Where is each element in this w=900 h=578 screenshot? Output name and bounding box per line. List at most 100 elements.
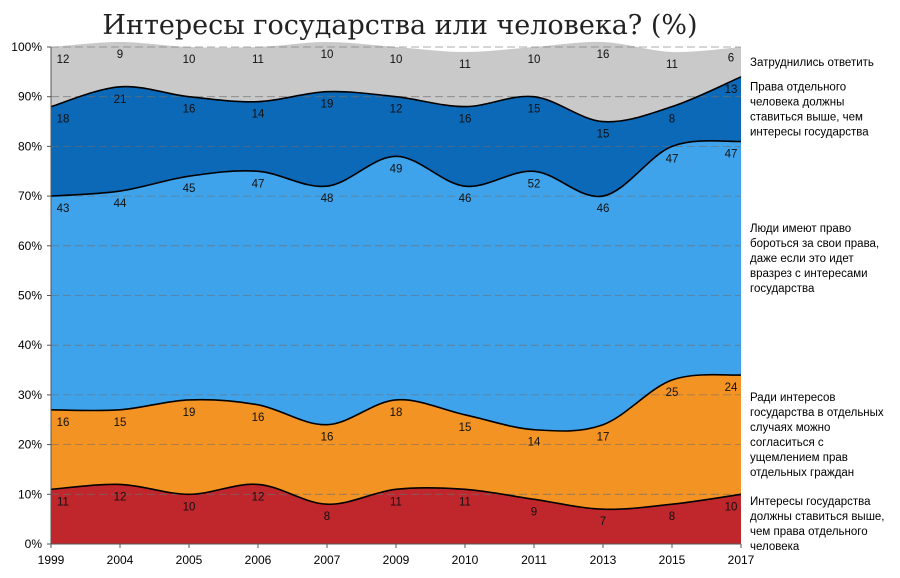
data-label: 10	[321, 49, 334, 61]
y-tick-label: 10%	[18, 487, 42, 501]
y-tick-label: 50%	[18, 289, 42, 303]
x-tick-label: 1999	[38, 553, 65, 567]
data-label: 8	[324, 511, 330, 523]
legend-line: человека	[750, 541, 800, 553]
x-tick-label: 2017	[728, 553, 755, 567]
y-tick-label: 60%	[18, 239, 42, 253]
data-label: 10	[183, 54, 196, 66]
y-tick-label: 40%	[18, 338, 42, 352]
y-tick-label: 90%	[18, 90, 42, 104]
legend-item-4: Права отдельного человека должны ставиться…	[750, 82, 869, 139]
data-label: 9	[531, 506, 537, 518]
area-series-1	[51, 484, 741, 544]
legend-line: Ради интересов	[750, 392, 836, 404]
y-tick-label: 20%	[18, 438, 42, 452]
data-labels: 11 12 10 12 8 11 11 9 7 8 10 16 15 19 16 16 18 15 14 17 25 24…	[57, 49, 738, 528]
legend-line: интересы государства	[750, 127, 869, 139]
data-label: 15	[459, 422, 472, 434]
data-label: 11	[390, 496, 402, 508]
legend-line: Интересы государства	[750, 496, 871, 508]
x-tick-label: 2011	[521, 553, 547, 567]
data-label: 11	[252, 54, 264, 66]
data-label: 47	[252, 178, 265, 190]
legend-line: даже если это идет	[750, 253, 854, 265]
boundary-line	[50, 483, 742, 511]
series-boundaries	[50, 76, 742, 511]
data-label: 25	[666, 387, 679, 399]
boundary-line	[50, 76, 742, 123]
legend-line: ставиться выше, чем	[750, 112, 863, 124]
data-label: 47	[725, 148, 738, 160]
data-label: 18	[390, 407, 403, 419]
data-label: 14	[252, 109, 265, 121]
legend-line: отдельных граждан	[750, 467, 854, 479]
area-series-5	[51, 41, 741, 122]
data-label: 13	[725, 84, 738, 96]
data-label: 15	[528, 104, 541, 116]
data-label: 10	[390, 54, 403, 66]
data-label: 49	[390, 163, 403, 175]
legend-line: должны ставиться выше,	[750, 511, 885, 523]
y-tick-label: 30%	[18, 388, 42, 402]
data-label: 6	[728, 52, 734, 64]
data-label: 10	[528, 54, 541, 66]
data-label: 45	[183, 183, 196, 195]
legend-line: чем права отдельного	[750, 526, 868, 538]
stacked-areas	[51, 41, 741, 544]
data-label: 11	[57, 496, 69, 508]
data-label: 47	[666, 153, 679, 165]
data-label: 48	[321, 193, 334, 205]
data-label: 16	[57, 417, 70, 429]
data-label: 10	[183, 501, 196, 513]
x-tick-label: 2007	[314, 553, 341, 567]
data-label: 12	[114, 491, 127, 503]
legend-item-2: Ради интересов государства в отдельных слу…	[750, 392, 884, 479]
legend: Интересы государства должны ставиться выш…	[750, 57, 885, 553]
data-label: 16	[459, 114, 472, 126]
x-tick-label: 2004	[107, 553, 134, 567]
legend-item-3: Люди имеют право бороться за свои права, д…	[750, 223, 879, 295]
boundary-line	[50, 140, 742, 198]
y-axis: 0% 10% 20% 30% 40% 50% 60% 70% 80% 90% 100%	[11, 40, 52, 551]
x-tick-label: 2015	[659, 553, 686, 567]
data-label: 16	[252, 412, 265, 424]
data-label: 15	[597, 129, 610, 141]
data-label: 12	[252, 491, 265, 503]
data-label: 46	[459, 193, 472, 205]
data-label: 16	[183, 104, 196, 116]
x-tick-label: 2009	[383, 553, 410, 567]
data-label: 8	[669, 114, 675, 126]
legend-line: бороться за свои права,	[750, 238, 879, 250]
data-label: 21	[114, 94, 127, 106]
data-label: 44	[114, 198, 127, 210]
data-label: 18	[57, 114, 70, 126]
data-label: 11	[459, 59, 471, 71]
x-tick-label: 2013	[590, 553, 617, 567]
data-label: 16	[321, 432, 334, 444]
data-label: 11	[666, 59, 678, 71]
chart-title: Интересы государства или человека? (%)	[102, 10, 697, 41]
data-label: 52	[528, 178, 541, 190]
legend-line: ущемлением прав	[750, 452, 848, 464]
data-label: 43	[57, 203, 70, 215]
data-label: 9	[117, 49, 123, 61]
legend-line: государства в отдельных	[750, 407, 884, 419]
data-label: 12	[390, 104, 403, 116]
data-label: 14	[528, 437, 541, 449]
x-tick-label: 2010	[452, 553, 479, 567]
area-series-4	[51, 76, 741, 197]
legend-item-5: Затруднились ответить	[750, 57, 874, 69]
legend-line: Затруднились ответить	[750, 57, 874, 69]
y-tick-label: 100%	[11, 40, 42, 54]
y-tick-label: 0%	[25, 537, 43, 551]
legend-line: человека должны	[750, 97, 844, 109]
data-label: 16	[597, 49, 610, 61]
boundary-line	[50, 373, 742, 432]
area-series-3	[51, 140, 741, 432]
data-label: 7	[600, 516, 606, 528]
data-label: 15	[114, 417, 127, 429]
area-series-2	[51, 374, 741, 510]
gridlines	[51, 46, 741, 495]
y-tick-label: 70%	[18, 189, 42, 203]
